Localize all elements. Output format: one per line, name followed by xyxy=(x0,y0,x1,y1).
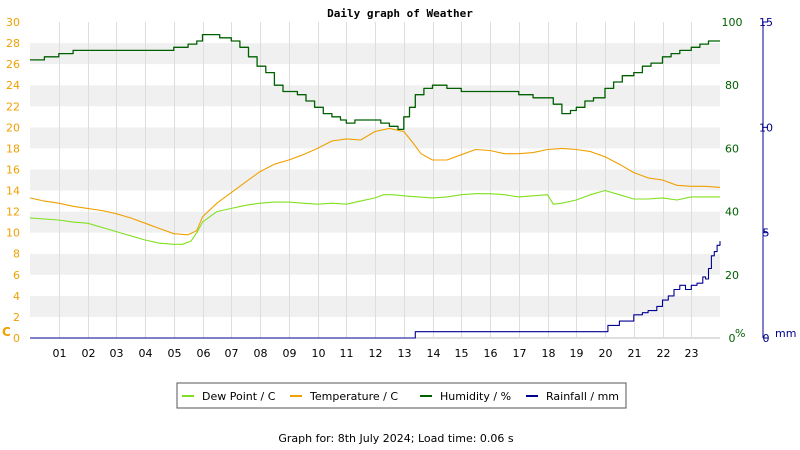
chart-title: Daily graph of Weather xyxy=(327,7,473,20)
humidity-tick-label: 100 xyxy=(722,16,743,29)
left-axis-unit: C xyxy=(2,325,11,339)
humidity-tick-label: 60 xyxy=(725,142,739,155)
humidity-tick-label: 80 xyxy=(725,79,739,92)
series-lines xyxy=(29,33,721,339)
x-tick-label: 03 xyxy=(110,347,124,360)
rainfall-axis-unit: mm xyxy=(775,327,796,340)
left-tick-label: 14 xyxy=(6,185,20,198)
x-tick-label: 19 xyxy=(570,347,584,360)
left-tick-label: 16 xyxy=(6,163,20,176)
x-tick-label: 22 xyxy=(657,347,671,360)
rainfall-tick-label: 15 xyxy=(759,16,773,29)
legend-label: Rainfall / mm xyxy=(546,390,619,403)
x-tick-label: 21 xyxy=(628,347,642,360)
left-tick-label: 18 xyxy=(6,142,20,155)
legend: Dew Point / C Temperature / C Humidity / %… xyxy=(176,382,627,409)
x-tick-label: 16 xyxy=(484,347,498,360)
x-tick-label: 01 xyxy=(53,347,67,360)
x-tick-label: 18 xyxy=(542,347,556,360)
rainfall-line xyxy=(30,241,721,339)
rainfall-tick-label: 0 xyxy=(763,332,770,345)
x-tick-label: 20 xyxy=(599,347,613,360)
rainfall-tick-label: 5 xyxy=(763,227,770,240)
x-tick-label: 14 xyxy=(427,347,441,360)
humidity-axis-tick-labels: 0 20 40 60 80 100% xyxy=(722,16,746,345)
x-tick-label: 09 xyxy=(283,347,297,360)
grid-bands xyxy=(30,22,720,339)
x-tick-labels: 01 02 03 04 05 06 07 08 09 10 11 12 13 14 15 16 17 18 19 20… xyxy=(53,347,699,360)
x-tick-label: 10 xyxy=(312,347,326,360)
left-tick-label: 12 xyxy=(6,206,20,219)
x-tick-label: 05 xyxy=(168,347,182,360)
left-tick-label: 20 xyxy=(6,121,20,134)
left-tick-label: 22 xyxy=(6,100,20,113)
humidity-line xyxy=(30,33,720,131)
left-tick-label: 4 xyxy=(13,290,20,303)
temperature-line xyxy=(29,127,721,236)
left-tick-label: 6 xyxy=(13,269,20,282)
dew-point-line xyxy=(29,189,720,245)
x-tick-label: 13 xyxy=(398,347,412,360)
left-tick-label: 26 xyxy=(6,58,20,71)
x-tick-label: 15 xyxy=(455,347,469,360)
legend-label: Dew Point / C xyxy=(202,390,276,403)
left-tick-label: 24 xyxy=(6,79,20,92)
humidity-tick-label: 0 xyxy=(729,332,736,345)
humidity-axis-unit: % xyxy=(735,327,745,340)
x-tick-label: 06 xyxy=(197,347,211,360)
legend-box xyxy=(176,382,627,409)
left-tick-label: 28 xyxy=(6,37,20,50)
x-tick-label: 04 xyxy=(139,347,153,360)
humidity-tick-label: 40 xyxy=(725,206,739,219)
footer-caption: Graph for: 8th July 2024; Load time: 0.0… xyxy=(278,432,514,445)
left-tick-label: 10 xyxy=(6,227,20,240)
x-tick-label: 08 xyxy=(254,347,268,360)
left-tick-label: 0 xyxy=(13,332,20,345)
left-tick-label: 8 xyxy=(13,248,20,261)
x-tick-label: 02 xyxy=(82,347,96,360)
left-tick-label: 30 xyxy=(6,16,20,29)
humidity-tick-label: 20 xyxy=(725,269,739,282)
legend-label: Humidity / % xyxy=(440,390,511,403)
x-tick-label: 07 xyxy=(225,347,239,360)
x-tick-label: 12 xyxy=(369,347,383,360)
legend-label: Temperature / C xyxy=(309,390,398,403)
x-tick-label: 17 xyxy=(513,347,527,360)
x-tick-label: 23 xyxy=(685,347,699,360)
left-tick-label: 2 xyxy=(13,311,20,324)
x-tick-label: 11 xyxy=(340,347,354,360)
rainfall-tick-label: 10 xyxy=(759,121,773,134)
